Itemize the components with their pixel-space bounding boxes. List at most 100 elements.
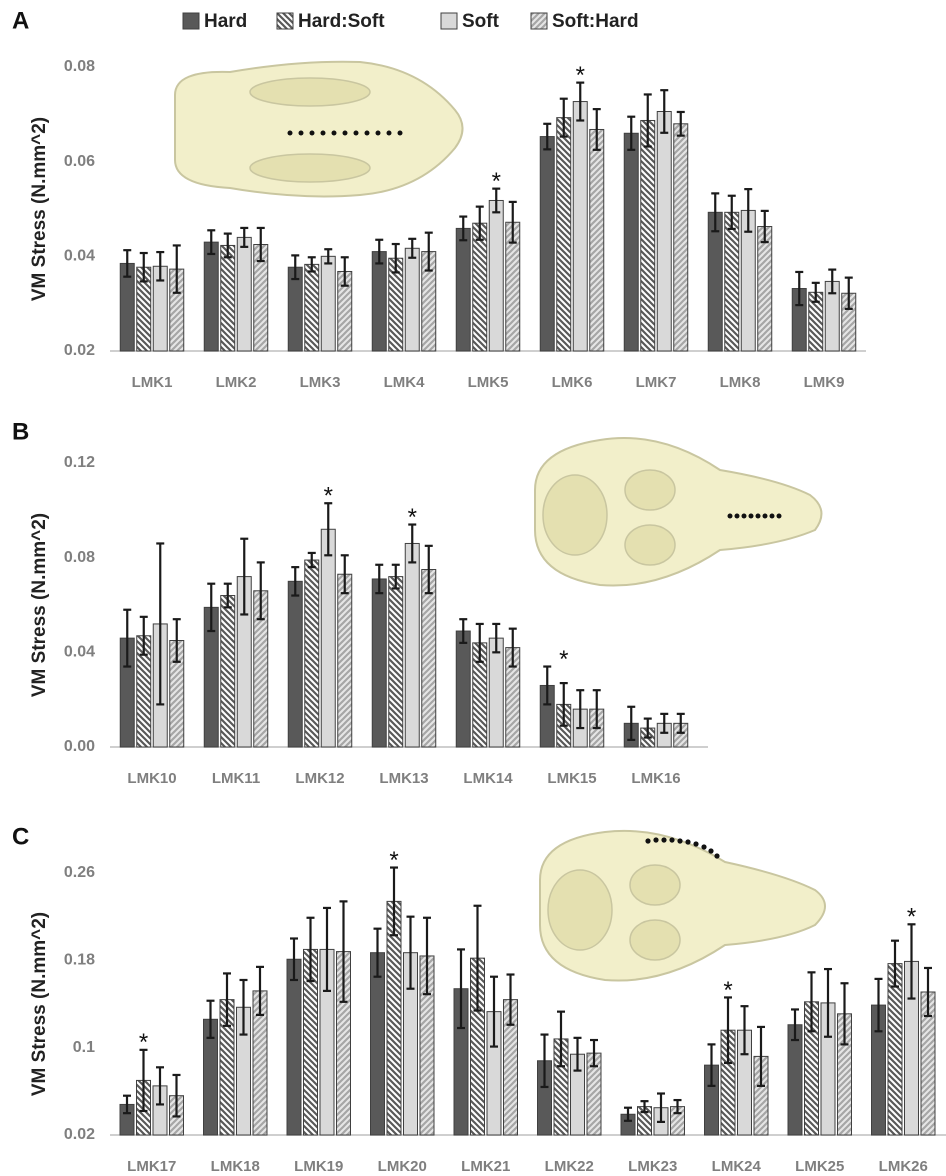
x-tick-label: LMK2	[216, 374, 257, 391]
error-bar	[206, 999, 215, 1039]
y-tick-label: 0.18	[64, 952, 95, 969]
legend-label: Soft	[462, 11, 500, 32]
error-bar	[156, 542, 165, 706]
legend-label: Hard:Soft	[298, 11, 385, 32]
error-bar	[291, 254, 300, 281]
bar	[370, 952, 385, 1136]
error-bar	[627, 705, 636, 742]
y-tick-label: 0.04	[64, 248, 95, 265]
y-tick-label: 0.12	[64, 454, 95, 471]
error-bar	[375, 238, 384, 265]
x-tick-label: LMK15	[547, 770, 596, 787]
error-bar	[573, 1036, 582, 1072]
error-bar	[139, 1048, 148, 1113]
error-bar	[707, 1043, 716, 1087]
x-tick-label: LMK11	[212, 770, 260, 787]
error-bar	[373, 927, 382, 978]
y-tick-label: 0.1	[73, 1039, 95, 1056]
error-bar	[307, 551, 316, 569]
panel-label: C	[12, 823, 29, 850]
bar	[220, 595, 236, 748]
significance-marker: *	[559, 646, 568, 673]
error-bar	[824, 967, 832, 1038]
error-bar	[256, 561, 265, 621]
bar	[388, 576, 404, 748]
error-bar	[492, 622, 501, 654]
error-bar	[660, 89, 669, 134]
error-bar	[492, 187, 501, 214]
legend-label: Soft:Hard	[552, 11, 639, 32]
error-bar	[473, 904, 482, 1012]
error-bar	[340, 256, 349, 287]
bar	[421, 569, 437, 748]
x-tick-label: LMK1	[132, 374, 173, 391]
error-bar	[627, 115, 636, 151]
error-bar	[207, 229, 216, 256]
bar	[656, 110, 672, 352]
error-bar	[795, 270, 804, 307]
error-bar	[791, 1008, 799, 1042]
error-bar	[223, 582, 232, 609]
x-tick-label: LMK6	[552, 374, 593, 391]
y-tick-label: 0.02	[64, 342, 95, 359]
legend-label: Hard	[204, 11, 247, 32]
error-bar	[640, 1100, 649, 1114]
error-bar	[724, 996, 732, 1065]
error-bar	[760, 209, 769, 244]
error-bar	[172, 618, 181, 663]
error-bar	[874, 977, 883, 1033]
error-bar	[223, 232, 232, 259]
error-bar	[590, 1038, 598, 1068]
bar	[455, 227, 471, 352]
error-bar	[375, 563, 384, 595]
significance-marker: *	[907, 904, 916, 931]
error-bar	[324, 502, 333, 557]
error-bar	[408, 523, 417, 564]
error-bar	[740, 1005, 749, 1056]
y-tick-label: 0.08	[64, 58, 95, 75]
bar	[203, 241, 219, 352]
error-bar	[339, 900, 348, 1003]
bar	[572, 101, 588, 352]
error-bar	[657, 1092, 665, 1124]
bar	[455, 630, 471, 748]
bar	[320, 255, 336, 352]
significance-marker: *	[389, 847, 398, 874]
error-bar	[223, 972, 231, 1027]
significance-marker: *	[324, 483, 333, 510]
error-bar	[559, 97, 568, 138]
error-bar	[676, 712, 685, 734]
error-bar	[592, 689, 601, 730]
bar	[887, 963, 903, 1136]
y-axis-label: VM Stress (N.mm^2)	[29, 117, 50, 301]
x-tick-label: LMK17	[127, 1158, 176, 1175]
error-bar	[711, 192, 720, 233]
skull-c	[539, 829, 826, 982]
error-bar	[423, 916, 431, 996]
y-axis-label: VM Stress (N.mm^2)	[29, 912, 50, 1096]
error-bar	[390, 866, 398, 937]
error-bar	[660, 712, 669, 734]
error-bar	[256, 965, 264, 1017]
x-tick-label: LMK14	[463, 770, 513, 787]
error-bar	[559, 681, 568, 727]
y-axis-label: VM Stress (N.mm^2)	[29, 513, 50, 697]
error-bar	[323, 906, 331, 993]
error-bar	[676, 110, 685, 137]
bar	[286, 958, 302, 1136]
error-bar	[543, 665, 552, 706]
bar	[539, 136, 555, 352]
error-bar	[324, 248, 333, 265]
x-tick-label: LMK26	[879, 1158, 928, 1175]
error-bar	[844, 276, 853, 310]
error-bar	[624, 1106, 632, 1122]
error-bar	[172, 244, 181, 294]
error-bar	[592, 108, 601, 151]
bar	[472, 222, 488, 352]
significance-marker: *	[139, 1029, 148, 1056]
error-bar	[924, 966, 932, 1018]
error-bar	[459, 618, 468, 644]
y-tick-label: 0.02	[64, 1126, 95, 1143]
error-bar	[673, 1098, 682, 1115]
bar	[787, 1024, 803, 1136]
